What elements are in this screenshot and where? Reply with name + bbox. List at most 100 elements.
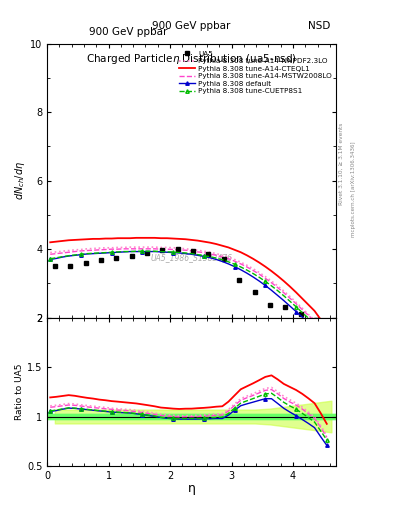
Line: Pythia 8.308 tune-A14-CTEQL1: Pythia 8.308 tune-A14-CTEQL1: [50, 238, 327, 328]
Pythia 8.308 tune-CUETP8S1: [165, 249, 169, 255]
Pythia 8.308 tune-CUETP8S1: [146, 248, 151, 254]
Pythia 8.308 default: [60, 254, 65, 260]
Y-axis label: $dN_{ch}/d\eta$: $dN_{ch}/d\eta$: [13, 161, 27, 200]
Pythia 8.308 tune-A14-NNPDF2.3LO: [281, 288, 286, 294]
Pythia 8.308 tune-A14-CTEQL1: [158, 235, 163, 241]
Pythia 8.308 tune-A14-NNPDF2.3LO: [208, 249, 212, 255]
Pythia 8.308 tune-A14-MSTW2008LO: [121, 246, 126, 252]
Pythia 8.308 tune-A14-NNPDF2.3LO: [251, 266, 255, 272]
Text: 900 GeV ppbar: 900 GeV ppbar: [152, 21, 231, 31]
Line: UA5: UA5: [52, 247, 334, 327]
Pythia 8.308 tune-A14-NNPDF2.3LO: [128, 244, 132, 250]
Pythia 8.308 tune-A14-CTEQL1: [183, 236, 188, 242]
Pythia 8.308 tune-CUETP8S1: [300, 309, 305, 315]
Pythia 8.308 tune-A14-MSTW2008LO: [263, 275, 268, 282]
Pythia 8.308 tune-CUETP8S1: [85, 250, 90, 257]
Pythia 8.308 tune-A14-MSTW2008LO: [312, 318, 317, 324]
Pythia 8.308 tune-A14-NNPDF2.3LO: [109, 245, 114, 251]
Pythia 8.308 tune-CUETP8S1: [239, 264, 243, 270]
Pythia 8.308 tune-A14-NNPDF2.3LO: [257, 269, 262, 275]
Pythia 8.308 tune-A14-MSTW2008LO: [318, 326, 323, 332]
Pythia 8.308 tune-A14-NNPDF2.3LO: [91, 245, 95, 251]
X-axis label: η: η: [187, 482, 196, 495]
Pythia 8.308 tune-A14-NNPDF2.3LO: [202, 248, 206, 254]
Pythia 8.308 tune-A14-MSTW2008LO: [232, 258, 237, 264]
Pythia 8.308 default: [91, 250, 95, 257]
Pythia 8.308 tune-CUETP8S1: [288, 298, 292, 304]
Pythia 8.308 tune-CUETP8S1: [91, 250, 95, 257]
Pythia 8.308 tune-CUETP8S1: [66, 252, 71, 259]
Pythia 8.308 tune-CUETP8S1: [79, 251, 83, 258]
Pythia 8.308 tune-A14-CTEQL1: [48, 239, 53, 245]
Pythia 8.308 tune-A14-MSTW2008LO: [214, 252, 219, 259]
Pythia 8.308 tune-A14-MSTW2008LO: [85, 247, 90, 253]
Pythia 8.308 tune-A14-CTEQL1: [171, 236, 176, 242]
Pythia 8.308 tune-CUETP8S1: [116, 249, 120, 255]
Pythia 8.308 tune-A14-NNPDF2.3LO: [195, 247, 200, 253]
Pythia 8.308 tune-A14-MSTW2008LO: [189, 248, 194, 254]
Pythia 8.308 default: [152, 248, 157, 254]
Legend: UA5, Pythia 8.308 tune-A14-NNPDF2.3LO, Pythia 8.308 tune-A14-CTEQL1, Pythia 8.30: UA5, Pythia 8.308 tune-A14-NNPDF2.3LO, P…: [178, 50, 332, 95]
Pythia 8.308 tune-A14-NNPDF2.3LO: [72, 247, 77, 253]
Pythia 8.308 tune-A14-MSTW2008LO: [202, 249, 206, 255]
Pythia 8.308 tune-A14-MSTW2008LO: [294, 301, 298, 307]
Y-axis label: Ratio to UA5: Ratio to UA5: [15, 364, 24, 420]
Pythia 8.308 tune-A14-CTEQL1: [251, 255, 255, 262]
Pythia 8.308 tune-A14-CTEQL1: [140, 235, 145, 241]
Text: Charged Particle$\eta$ Distribution (ua5-nsd): Charged Particle$\eta$ Distribution (ua5…: [86, 52, 297, 66]
Pythia 8.308 tune-A14-NNPDF2.3LO: [239, 259, 243, 265]
Pythia 8.308 default: [294, 308, 298, 314]
Pythia 8.308 tune-A14-NNPDF2.3LO: [214, 250, 219, 257]
Pythia 8.308 default: [48, 257, 53, 263]
Pythia 8.308 tune-A14-MSTW2008LO: [257, 271, 262, 278]
Pythia 8.308 tune-A14-MSTW2008LO: [165, 246, 169, 252]
Pythia 8.308 tune-A14-CTEQL1: [72, 237, 77, 243]
Pythia 8.308 tune-A14-CTEQL1: [116, 235, 120, 241]
UA5: [298, 311, 303, 317]
Pythia 8.308 tune-A14-CTEQL1: [300, 295, 305, 302]
Pythia 8.308 tune-A14-CTEQL1: [189, 237, 194, 243]
Pythia 8.308 tune-A14-MSTW2008LO: [288, 295, 292, 301]
UA5: [160, 247, 165, 253]
Pythia 8.308 tune-CUETP8S1: [158, 248, 163, 254]
Pythia 8.308 tune-A14-MSTW2008LO: [91, 247, 95, 253]
Pythia 8.308 tune-A14-CTEQL1: [275, 273, 280, 279]
Pythia 8.308 tune-CUETP8S1: [140, 248, 145, 254]
Pythia 8.308 default: [79, 251, 83, 258]
Pythia 8.308 tune-CUETP8S1: [103, 249, 108, 255]
Pythia 8.308 tune-A14-CTEQL1: [281, 278, 286, 284]
Pythia 8.308 tune-CUETP8S1: [269, 283, 274, 289]
Pythia 8.308 tune-A14-CTEQL1: [318, 316, 323, 323]
Pythia 8.308 tune-CUETP8S1: [72, 252, 77, 258]
Pythia 8.308 tune-A14-MSTW2008LO: [48, 251, 53, 258]
Pythia 8.308 tune-CUETP8S1: [275, 288, 280, 294]
Pythia 8.308 tune-A14-NNPDF2.3LO: [244, 262, 249, 268]
Pythia 8.308 tune-A14-MSTW2008LO: [97, 247, 102, 253]
Pythia 8.308 tune-A14-NNPDF2.3LO: [232, 257, 237, 263]
Pythia 8.308 tune-A14-NNPDF2.3LO: [146, 244, 151, 250]
Pythia 8.308 tune-A14-NNPDF2.3LO: [275, 283, 280, 289]
Pythia 8.308 default: [281, 297, 286, 304]
Pythia 8.308 default: [121, 249, 126, 255]
Pythia 8.308 tune-A14-CTEQL1: [325, 325, 329, 331]
Pythia 8.308 tune-CUETP8S1: [134, 248, 139, 254]
Pythia 8.308 tune-CUETP8S1: [214, 255, 219, 261]
Pythia 8.308 default: [214, 257, 219, 263]
Pythia 8.308 tune-A14-CTEQL1: [85, 236, 90, 242]
Pythia 8.308 default: [183, 250, 188, 257]
Pythia 8.308 tune-CUETP8S1: [294, 304, 298, 310]
Pythia 8.308 tune-A14-NNPDF2.3LO: [66, 247, 71, 253]
Pythia 8.308 tune-A14-MSTW2008LO: [79, 248, 83, 254]
Pythia 8.308 tune-A14-CTEQL1: [195, 238, 200, 244]
UA5: [191, 248, 195, 254]
Pythia 8.308 tune-CUETP8S1: [281, 293, 286, 299]
Pythia 8.308 tune-A14-CTEQL1: [128, 235, 132, 241]
Pythia 8.308 tune-A14-CTEQL1: [220, 243, 225, 249]
Pythia 8.308 tune-A14-MSTW2008LO: [281, 290, 286, 296]
Pythia 8.308 default: [220, 259, 225, 265]
Pythia 8.308 tune-A14-NNPDF2.3LO: [269, 278, 274, 284]
UA5: [114, 254, 119, 261]
Pythia 8.308 tune-A14-NNPDF2.3LO: [300, 305, 305, 311]
Pythia 8.308 tune-CUETP8S1: [121, 248, 126, 254]
Pythia 8.308 default: [275, 292, 280, 298]
